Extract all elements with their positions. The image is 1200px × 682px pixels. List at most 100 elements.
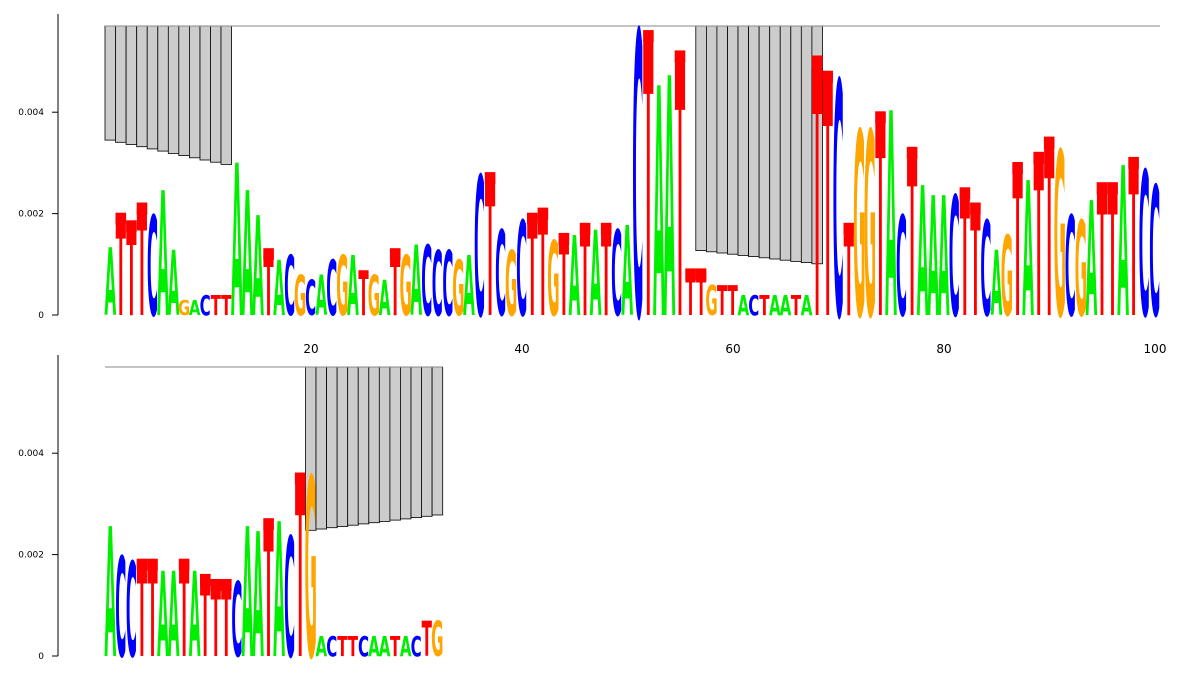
- logo-letter: T: [221, 290, 231, 322]
- logo-letter: A: [104, 228, 116, 337]
- total-marker: [811, 55, 823, 68]
- logo-letter: C: [495, 207, 506, 343]
- total-marker: [875, 111, 886, 124]
- logo-letter: C: [231, 562, 242, 681]
- logo-letter: C: [611, 207, 622, 343]
- logo-letter: A: [315, 631, 327, 663]
- logo-letter: A: [801, 290, 813, 322]
- logo-letter: C: [474, 139, 485, 362]
- logo-letter: G: [294, 266, 306, 329]
- logo-letter: A: [104, 491, 116, 682]
- gap-column: [378, 366, 391, 522]
- logo-letter: A: [917, 150, 929, 357]
- logo-letter: T: [1034, 118, 1044, 366]
- gap-column: [125, 25, 138, 145]
- x-tick-label: 40: [514, 342, 529, 356]
- logo-letter: A: [410, 227, 422, 339]
- y-tick-label: 0.002: [18, 551, 44, 561]
- logo-letter: A: [252, 188, 264, 347]
- total-marker: [579, 222, 591, 235]
- logo-letter: T: [960, 163, 970, 355]
- gap-column: [347, 366, 359, 526]
- total-marker: [200, 573, 211, 586]
- logo-row-2: A C C T T AA T A T T T C AA T A C T GA C T T C AA T A C T G00.0020.…: [18, 355, 443, 682]
- logo-letter: A: [273, 246, 285, 333]
- logo-letter: T: [126, 206, 136, 345]
- logo-letter: A: [885, 54, 897, 382]
- total-marker: [970, 202, 981, 215]
- logo-letter: A: [157, 548, 169, 682]
- logo-letter: C: [1065, 188, 1076, 347]
- gap-column: [399, 366, 412, 520]
- gap-column: [389, 366, 401, 521]
- total-marker: [906, 146, 918, 159]
- y-tick-label: 0.004: [18, 449, 44, 459]
- gap-column: [326, 366, 338, 529]
- total-marker: [1043, 136, 1055, 149]
- total-marker: [115, 212, 127, 225]
- logo-letter: C: [748, 290, 759, 322]
- logo-letter: A: [252, 497, 264, 682]
- logo-letter: G: [336, 238, 348, 334]
- x-tick-label: 20: [303, 342, 318, 356]
- gap-column: [178, 25, 190, 157]
- logo-letter: A: [1117, 126, 1129, 364]
- logo-letter: G: [853, 81, 865, 376]
- total-marker: [558, 232, 570, 245]
- gap-column: [357, 366, 370, 525]
- gap-column: [716, 25, 728, 254]
- total-marker: [537, 207, 549, 220]
- gap-column: [748, 25, 760, 258]
- logo-letter: A: [242, 491, 254, 682]
- logo-letter: A: [347, 238, 359, 334]
- logo-letter: T: [1107, 156, 1117, 356]
- logo-letter: C: [126, 535, 137, 682]
- gap-column: [104, 25, 117, 141]
- logo-letter: A: [769, 290, 781, 322]
- gap-column: [146, 25, 159, 150]
- gap-column: [315, 366, 328, 530]
- logo-letter: A: [664, 10, 676, 393]
- logo-letter: T: [211, 290, 221, 322]
- y-tick-label: 0.002: [18, 210, 44, 220]
- total-marker: [221, 579, 232, 591]
- logo-letter: T: [601, 207, 611, 343]
- logo-letter: A: [737, 290, 749, 322]
- total-marker: [1012, 162, 1023, 174]
- y-tick-label: 0.004: [18, 108, 44, 118]
- logo-letter: A: [569, 214, 581, 341]
- logo-letter: T: [1128, 126, 1138, 364]
- total-marker: [294, 472, 306, 485]
- logo-letter: T: [728, 278, 738, 326]
- x-tick-label: 80: [936, 342, 951, 356]
- logo-letter: C: [200, 290, 211, 322]
- total-marker: [178, 558, 190, 571]
- total-marker: [484, 172, 496, 185]
- gap-column: [779, 25, 792, 261]
- logo-letter: A: [1086, 170, 1098, 353]
- logo-letter: T: [717, 278, 727, 326]
- logo-letter: A: [168, 234, 180, 337]
- logo-letter: T: [823, 16, 833, 392]
- logo-letter: T: [337, 631, 347, 663]
- logo-letter: A: [780, 290, 792, 322]
- gap-column: [157, 25, 169, 152]
- logo-letter: T: [1012, 132, 1022, 363]
- gap-column: [737, 25, 750, 256]
- gap-column: [758, 25, 771, 259]
- logo-letter: A: [189, 297, 201, 321]
- gap-column: [188, 25, 201, 159]
- logo-letter: T: [1044, 99, 1054, 370]
- logo-letter: C: [326, 246, 337, 333]
- total-marker: [126, 220, 137, 233]
- logo-letter: G: [864, 81, 876, 376]
- logo-letter: T: [1097, 156, 1107, 356]
- logo-letter: C: [432, 234, 443, 337]
- gap-column: [421, 366, 433, 517]
- total-marker: [136, 202, 148, 215]
- total-marker: [210, 579, 222, 591]
- logo-letter: G: [431, 613, 443, 668]
- logo-letter: A: [157, 156, 169, 356]
- gap-column: [220, 25, 233, 165]
